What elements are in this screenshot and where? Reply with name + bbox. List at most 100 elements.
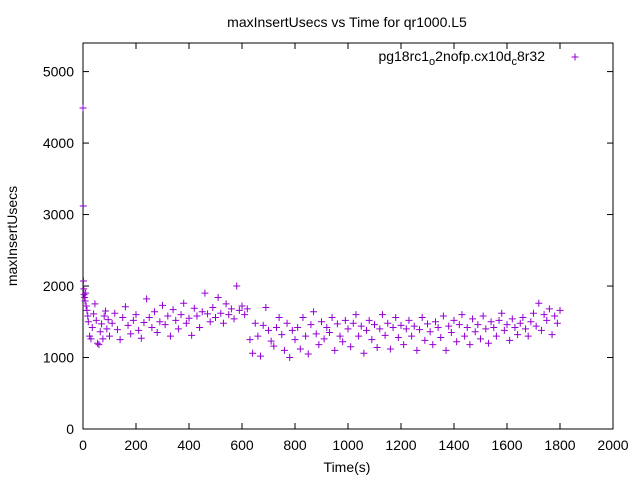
data-point [88, 323, 96, 331]
data-point [373, 344, 381, 352]
data-point [368, 336, 376, 344]
data-point [151, 308, 159, 316]
data-point [79, 104, 87, 112]
data-point [484, 339, 492, 347]
data-point [185, 314, 193, 322]
data-point [320, 335, 328, 343]
data-point [214, 293, 222, 301]
data-point [405, 316, 413, 324]
data-point [82, 289, 90, 297]
x-tick-label: 1200 [385, 437, 416, 453]
data-point [135, 326, 143, 334]
data-point [514, 331, 522, 339]
data-point [339, 338, 347, 346]
data-point [265, 326, 272, 334]
data-point [458, 311, 466, 319]
data-point [233, 282, 241, 290]
data-point [127, 330, 135, 338]
data-point [527, 318, 535, 326]
data-point [190, 304, 198, 312]
data-point [219, 319, 227, 327]
y-tick-label: 4000 [43, 135, 74, 151]
data-point [381, 331, 389, 339]
data-point [98, 320, 106, 328]
data-point [408, 332, 416, 340]
data-point [421, 336, 429, 344]
data-point [413, 346, 421, 354]
data-point [508, 315, 516, 323]
data-point [286, 354, 294, 362]
data-point [270, 342, 278, 350]
data-point [238, 302, 246, 310]
data-point [294, 323, 302, 331]
data-point [92, 316, 100, 324]
data-point [137, 334, 145, 342]
data-point [143, 295, 151, 303]
data-point [145, 313, 153, 321]
data-point [453, 338, 461, 346]
data-point [212, 313, 219, 321]
data-point [222, 300, 230, 308]
data-point [365, 316, 373, 324]
data-point [153, 329, 161, 336]
data-point [336, 332, 344, 340]
data-point [397, 321, 405, 329]
data-point [331, 346, 339, 354]
data-point [193, 312, 201, 320]
data-point [553, 319, 561, 327]
data-point [80, 277, 88, 285]
data-point [363, 326, 371, 334]
data-point [140, 318, 148, 326]
data-point [113, 326, 121, 334]
data-point [355, 332, 363, 340]
data-point [81, 297, 89, 305]
x-tick-label: 1800 [544, 437, 575, 453]
data-point [230, 315, 238, 323]
data-point [463, 323, 471, 331]
legend-plus-marker [571, 53, 579, 61]
data-point [82, 302, 90, 310]
y-axis-label: maxInsertUsecs [4, 186, 20, 286]
data-point [164, 312, 172, 320]
data-point [410, 322, 418, 330]
data-point [267, 337, 275, 345]
x-tick-label: 1400 [438, 437, 469, 453]
data-point [169, 306, 177, 314]
data-point [434, 323, 442, 331]
data-point [225, 311, 233, 319]
data-point [487, 318, 495, 326]
data-point [201, 289, 209, 297]
data-point [442, 346, 450, 354]
data-points [79, 104, 564, 362]
x-tick-label: 0 [79, 437, 87, 453]
data-point [389, 323, 397, 331]
data-point [437, 334, 445, 342]
data-point [259, 321, 267, 329]
data-point [537, 326, 545, 334]
data-point [503, 321, 511, 329]
data-point [106, 332, 113, 340]
data-point [447, 329, 455, 336]
data-point [182, 319, 190, 327]
data-point [543, 316, 551, 324]
data-point [426, 328, 434, 336]
data-point [318, 318, 325, 326]
data-point [471, 328, 479, 336]
data-point [500, 326, 508, 334]
data-point [84, 312, 92, 320]
data-point [310, 308, 318, 316]
data-point [469, 315, 477, 323]
data-point [315, 341, 323, 349]
data-point [108, 319, 116, 327]
data-point [532, 322, 540, 330]
data-point [299, 313, 307, 321]
data-point [100, 312, 108, 320]
data-point [455, 321, 463, 329]
data-point [209, 303, 217, 311]
data-point [104, 316, 112, 324]
data-point [206, 318, 214, 326]
x-tick-label: 1600 [491, 437, 522, 453]
data-point [291, 336, 299, 344]
data-point [307, 321, 315, 329]
data-point [275, 313, 283, 321]
